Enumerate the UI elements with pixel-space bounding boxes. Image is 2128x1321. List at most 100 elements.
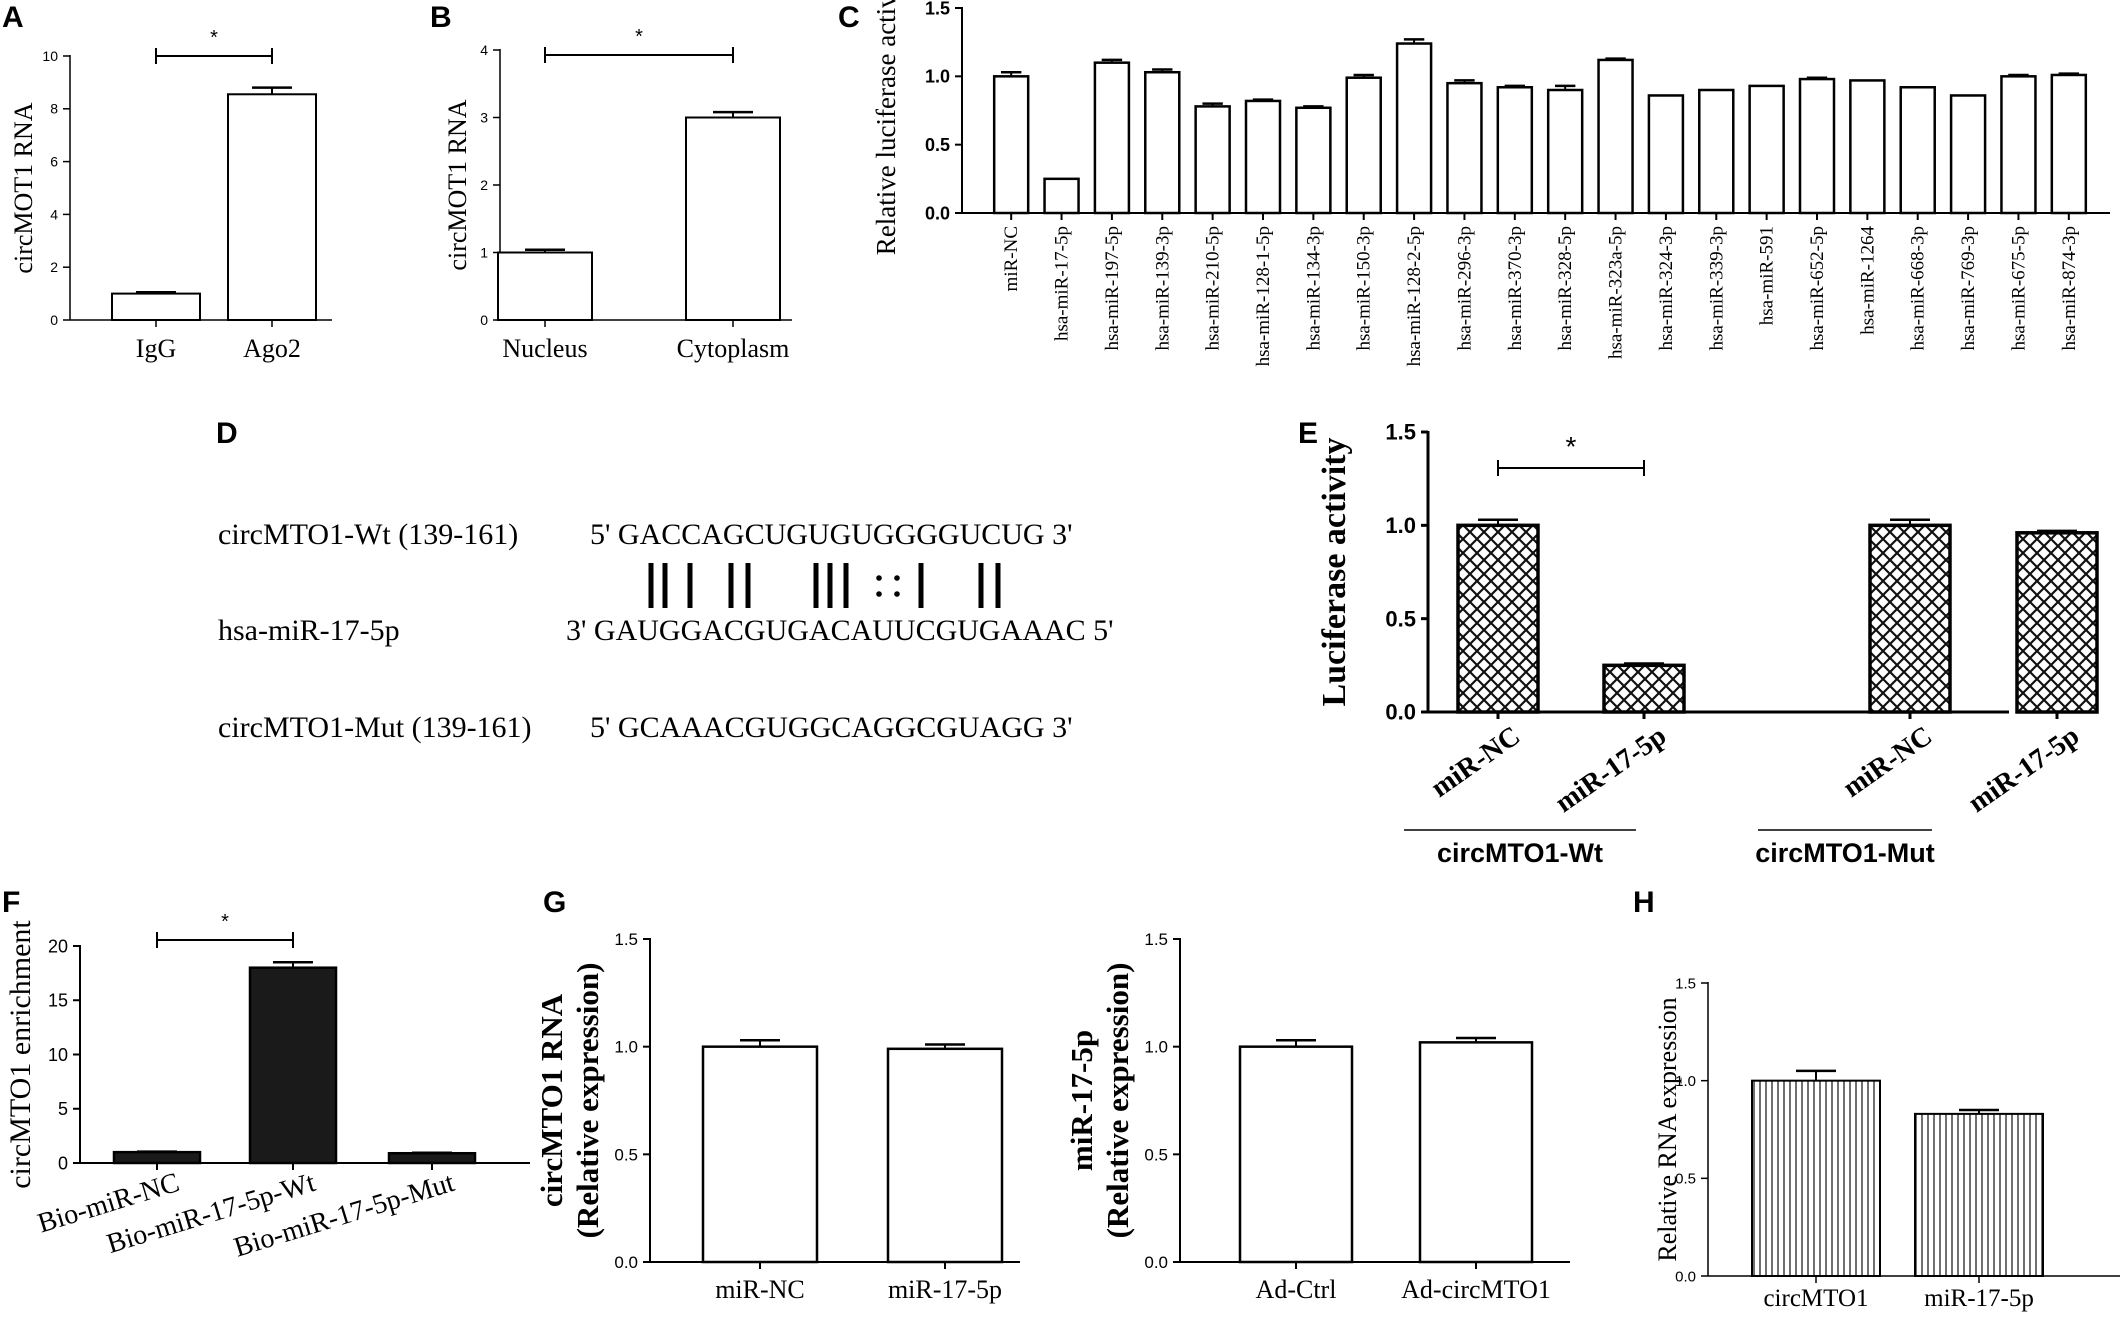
significance-star: * xyxy=(221,911,229,933)
x-tick-label: miR-NC xyxy=(1425,720,1526,803)
x-tick-label: hsa-miR-652-5p xyxy=(1807,226,1828,351)
x-tick-label: hsa-miR-874-3p xyxy=(2059,226,2080,351)
y-tick-label: 1.5 xyxy=(1144,930,1168,949)
bar xyxy=(1899,86,1936,215)
y-tick-label: 3 xyxy=(480,109,488,125)
y-tick-label: 1.0 xyxy=(925,67,950,87)
charts-layer: 0 2 4 6 8 10 IgG Ago2 circMOT1 RNA * 0 1 2 3 4 Nucleus C… xyxy=(4,0,2120,1312)
y-axis-label: (Relative expression) xyxy=(570,963,605,1239)
mut-label: circMTO1-Mut (139-161) xyxy=(218,711,532,744)
panel-letter-h: H xyxy=(1633,886,1655,919)
x-tick-label: Ad-circMTO1 xyxy=(1401,1275,1551,1304)
x-tick-label: Cytoplasm xyxy=(677,334,790,363)
y-tick-label: 0.0 xyxy=(614,1253,638,1272)
x-tick-label: hsa-miR-324-3p xyxy=(1656,226,1677,351)
bar xyxy=(2050,73,2088,215)
bar xyxy=(1949,94,1987,215)
x-tick-label: hsa-miR-128-1-5p xyxy=(1253,226,1274,366)
panel-letter-c: C xyxy=(838,1,860,34)
x-tick-label: miR-17-5p xyxy=(1924,1285,2034,1312)
y-tick-label: 0.5 xyxy=(925,135,950,155)
bar xyxy=(1194,105,1231,215)
wobble-pair-marks xyxy=(876,575,900,597)
chart-c: 0.0 0.5 1.0 1.5 miR-NC hsa-miR-17-5p hsa-miR-1… xyxy=(871,0,2110,366)
x-tick-label: hsa-miR-197-5p xyxy=(1102,226,1123,351)
bar xyxy=(886,1047,1004,1264)
y-axis-label: circMOT1 RNA xyxy=(9,102,38,273)
y-axis-label: circMTO1 RNA xyxy=(534,993,569,1207)
x-tick-label: circMTO1 xyxy=(1763,1285,1868,1312)
panel-letter-b: B xyxy=(430,1,452,34)
x-tick-label: hsa-miR-675-5p xyxy=(2008,226,2029,351)
x-tick-label: miR-NC xyxy=(715,1275,805,1304)
wobble-dot xyxy=(894,575,900,581)
bar xyxy=(1914,1112,2044,1277)
y-tick-label: 0.0 xyxy=(1675,1268,1696,1285)
chart-g2: 0.0 0.5 1.0 1.5 Ad-Ctrl Ad-circMTO1 miR-17-5p(… xyxy=(1064,930,1570,1304)
y-tick-label: 1.0 xyxy=(1144,1038,1168,1057)
bar xyxy=(701,1045,819,1264)
y-tick-label: 1.5 xyxy=(1675,975,1696,992)
y-tick-label: 0.0 xyxy=(1144,1253,1168,1272)
x-tick-label: hsa-miR-134-3p xyxy=(1303,226,1324,351)
x-tick-label: hsa-miR-370-3p xyxy=(1505,226,1526,351)
bar xyxy=(1238,1045,1354,1264)
y-tick-label: 1.0 xyxy=(1675,1073,1696,1090)
base-pairing-marks xyxy=(648,563,1001,608)
bar xyxy=(992,75,1030,215)
panel-letter-f: F xyxy=(2,886,20,919)
y-tick-label: 0.5 xyxy=(1144,1145,1168,1164)
bar xyxy=(1546,88,1584,215)
chart-f: 05101520Bio-miR-NCBio-miR-17-5p-WtBio-mi… xyxy=(4,911,530,1264)
y-axis-label: Luciferase activity xyxy=(1316,437,1353,706)
bar xyxy=(1144,70,1181,215)
bar xyxy=(1798,77,1836,215)
x-tick-label: hsa-miR-210-5p xyxy=(1203,226,1224,351)
bar xyxy=(1093,61,1131,215)
y-tick-label: 1.0 xyxy=(614,1038,638,1057)
bar xyxy=(248,966,338,1165)
y-tick-label: 0 xyxy=(480,312,488,328)
bar xyxy=(1751,1079,1881,1277)
bar xyxy=(1043,177,1080,215)
x-tick-label: hsa-miR-128-2-5p xyxy=(1404,226,1425,366)
bar xyxy=(685,116,781,321)
group-label: circMTO1-Mut xyxy=(1755,838,1935,868)
chart-e: 0.0 0.5 1.0 1.5 miR-NC miR-17-5p miR-NC miR-17-… xyxy=(1316,420,2099,868)
mir-label: hsa-miR-17-5p xyxy=(218,614,400,647)
bar xyxy=(2015,531,2099,714)
mut-sequence: 5' GCAAACGUGGCAGGCGUAGG 3' xyxy=(590,711,1073,744)
x-tick-label: hsa-miR-668-3p xyxy=(1908,226,1929,351)
bar xyxy=(1456,523,1540,714)
x-tick-label: hsa-miR-17-5p xyxy=(1052,226,1073,341)
y-tick-label: 0 xyxy=(50,312,58,328)
y-tick-label: 0.5 xyxy=(1385,606,1416,631)
significance-star: * xyxy=(210,27,218,49)
y-tick-label: 5 xyxy=(58,1099,68,1119)
x-tick-label: hsa-miR-323a-5p xyxy=(1606,226,1627,359)
bar xyxy=(111,292,201,322)
x-tick-label: miR-17-5p xyxy=(1963,720,2085,819)
significance-star: * xyxy=(1566,431,1577,462)
chart-g1: 0.0 0.5 1.0 1.5 miR-NC miR-17-5p circMTO1 RNA(… xyxy=(534,930,1020,1304)
y-tick-label: 2 xyxy=(480,177,488,193)
wobble-dot xyxy=(876,591,882,597)
x-tick-label: hsa-miR-139-3p xyxy=(1152,226,1173,351)
y-tick-label: 0 xyxy=(58,1153,68,1173)
wobble-dot xyxy=(894,591,900,597)
y-tick-label: 6 xyxy=(50,154,58,170)
wt-sequence: 5' GACCAGCUGUGUGGGGUCUG 3' xyxy=(590,518,1073,551)
y-axis-label: Relative RNA expression xyxy=(1653,997,1682,1261)
panel-letter-d: D xyxy=(216,417,238,450)
bar xyxy=(1868,523,1952,714)
bar xyxy=(227,93,317,321)
bar xyxy=(387,1151,477,1165)
bar xyxy=(1602,663,1686,714)
chart-h: 0.0 0.5 1.0 1.5 circMTO1 miR-17-5p Relative RN… xyxy=(1653,975,2120,1312)
y-tick-label: 0.0 xyxy=(925,203,950,223)
bar xyxy=(1597,58,1634,215)
bar xyxy=(1295,106,1332,215)
bar xyxy=(1698,88,1735,215)
x-tick-label: miR-NC xyxy=(1837,720,1938,803)
y-tick-label: 4 xyxy=(50,206,58,222)
